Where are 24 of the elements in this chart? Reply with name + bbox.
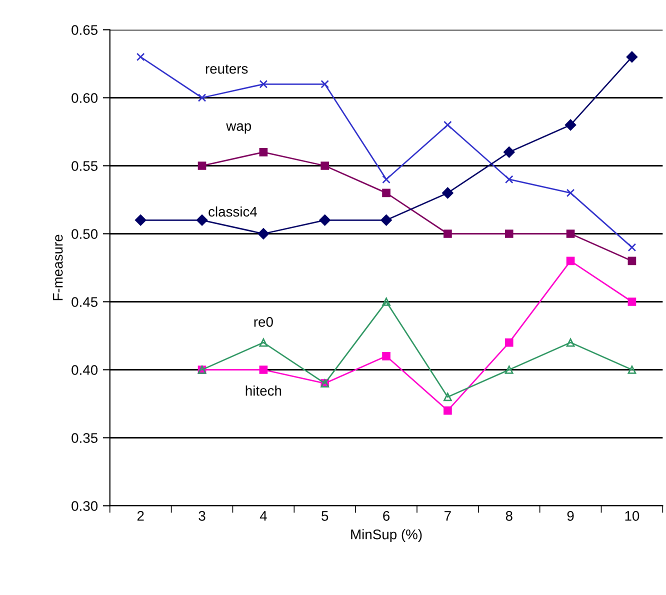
series-label: reuters — [206, 64, 248, 74]
y-tick-label: 0.35 — [72, 433, 98, 443]
y-tick-label: 0.55 — [72, 161, 98, 171]
series-label: classic4 — [208, 206, 258, 217]
y-tick-label: 0.65 — [72, 25, 98, 35]
x-tick-label: 9 — [567, 510, 574, 521]
x-tick-label: 5 — [322, 511, 328, 521]
x-tick-label: 10 — [625, 510, 640, 521]
x-tick-label: 8 — [506, 510, 512, 521]
series-label: hitech — [246, 386, 282, 396]
x-tick-label: 7 — [444, 511, 451, 521]
x-axis-title: MinSup (%) — [351, 529, 422, 542]
series-label: re0 — [254, 317, 273, 327]
y-tick-label: 0.40 — [72, 365, 98, 375]
x-tick-label: 6 — [383, 510, 390, 521]
series-label: wap — [226, 123, 252, 134]
y-tick-label: 0.30 — [72, 501, 98, 511]
x-tick-label: 4 — [260, 511, 267, 521]
x-tick-label: 2 — [137, 510, 144, 521]
y-axis-title: F-measure — [53, 234, 63, 300]
x-tick-label: 3 — [198, 510, 206, 521]
y-tick-label: 0.50 — [72, 229, 98, 239]
y-tick-label: 0.45 — [72, 297, 98, 307]
y-tick-label: 0.60 — [72, 93, 98, 103]
